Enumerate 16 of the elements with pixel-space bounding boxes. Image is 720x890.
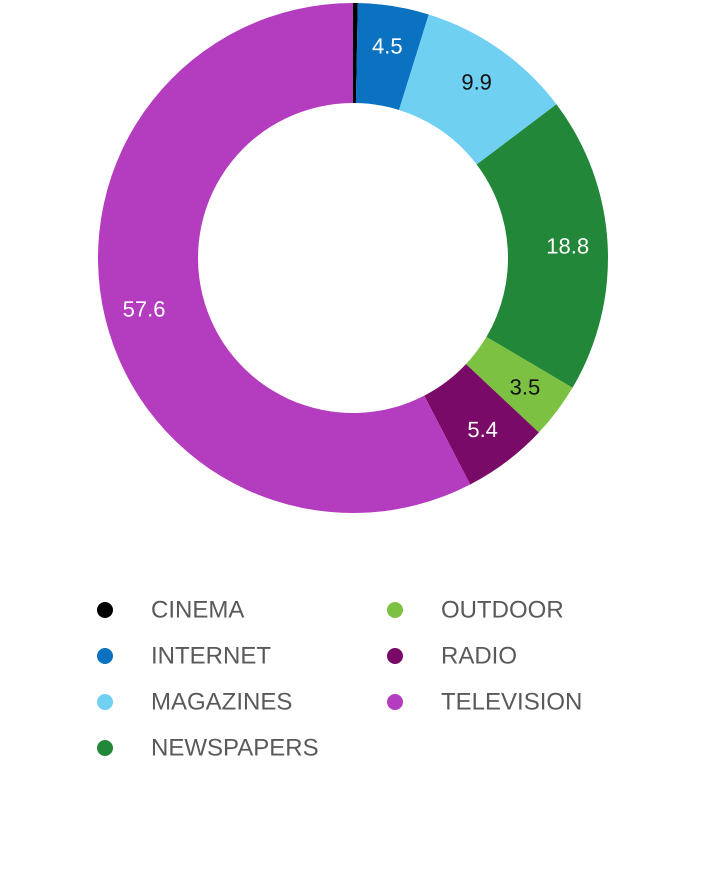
data-label: 5.4 (467, 417, 498, 442)
data-label: 57.6 (122, 296, 166, 322)
data-label: 18.8 (546, 233, 590, 258)
donut-slice (424, 364, 539, 484)
data-label: 3.5 (510, 374, 540, 400)
data-label: 9.9 (461, 70, 492, 95)
legend-label: CINEMA (151, 596, 244, 624)
donut-slice (353, 3, 358, 104)
legend-label: NEWSPAPERS (151, 734, 319, 762)
donut-slice (356, 3, 429, 110)
legend-label: MAGAZINES (151, 688, 292, 716)
legend-label: TELEVISION (441, 688, 582, 716)
legend-label: RADIO (441, 642, 518, 670)
data-label: 4.5 (372, 33, 403, 58)
legend-label: OUTDOOR (441, 596, 564, 624)
legend-label: INTERNET (151, 642, 272, 670)
